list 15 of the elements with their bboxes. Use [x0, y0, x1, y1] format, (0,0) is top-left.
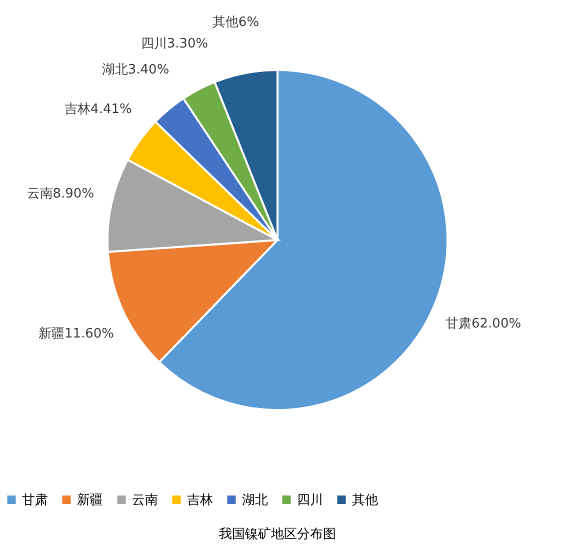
data-label: 吉林4.41%	[64, 102, 132, 118]
data-label: 甘肃62.00%	[445, 316, 522, 332]
data-label: 新疆11.60%	[38, 326, 114, 342]
data-label: 其他6%	[212, 14, 260, 30]
legend-label: 湖北	[242, 492, 268, 508]
legend-label: 新疆	[77, 492, 103, 508]
data-label: 四川3.30%	[140, 36, 208, 52]
legend-label: 其他	[352, 492, 378, 508]
legend-label: 云南	[132, 492, 158, 508]
data-label: 云南8.90%	[26, 186, 94, 202]
data-label: 湖北3.40%	[102, 62, 170, 78]
legend-label: 四川	[297, 492, 323, 508]
text: 我国镍矿地区分布图	[219, 527, 336, 542]
legend-label: 吉林	[187, 492, 213, 508]
legend-label: 甘肃	[22, 492, 48, 508]
